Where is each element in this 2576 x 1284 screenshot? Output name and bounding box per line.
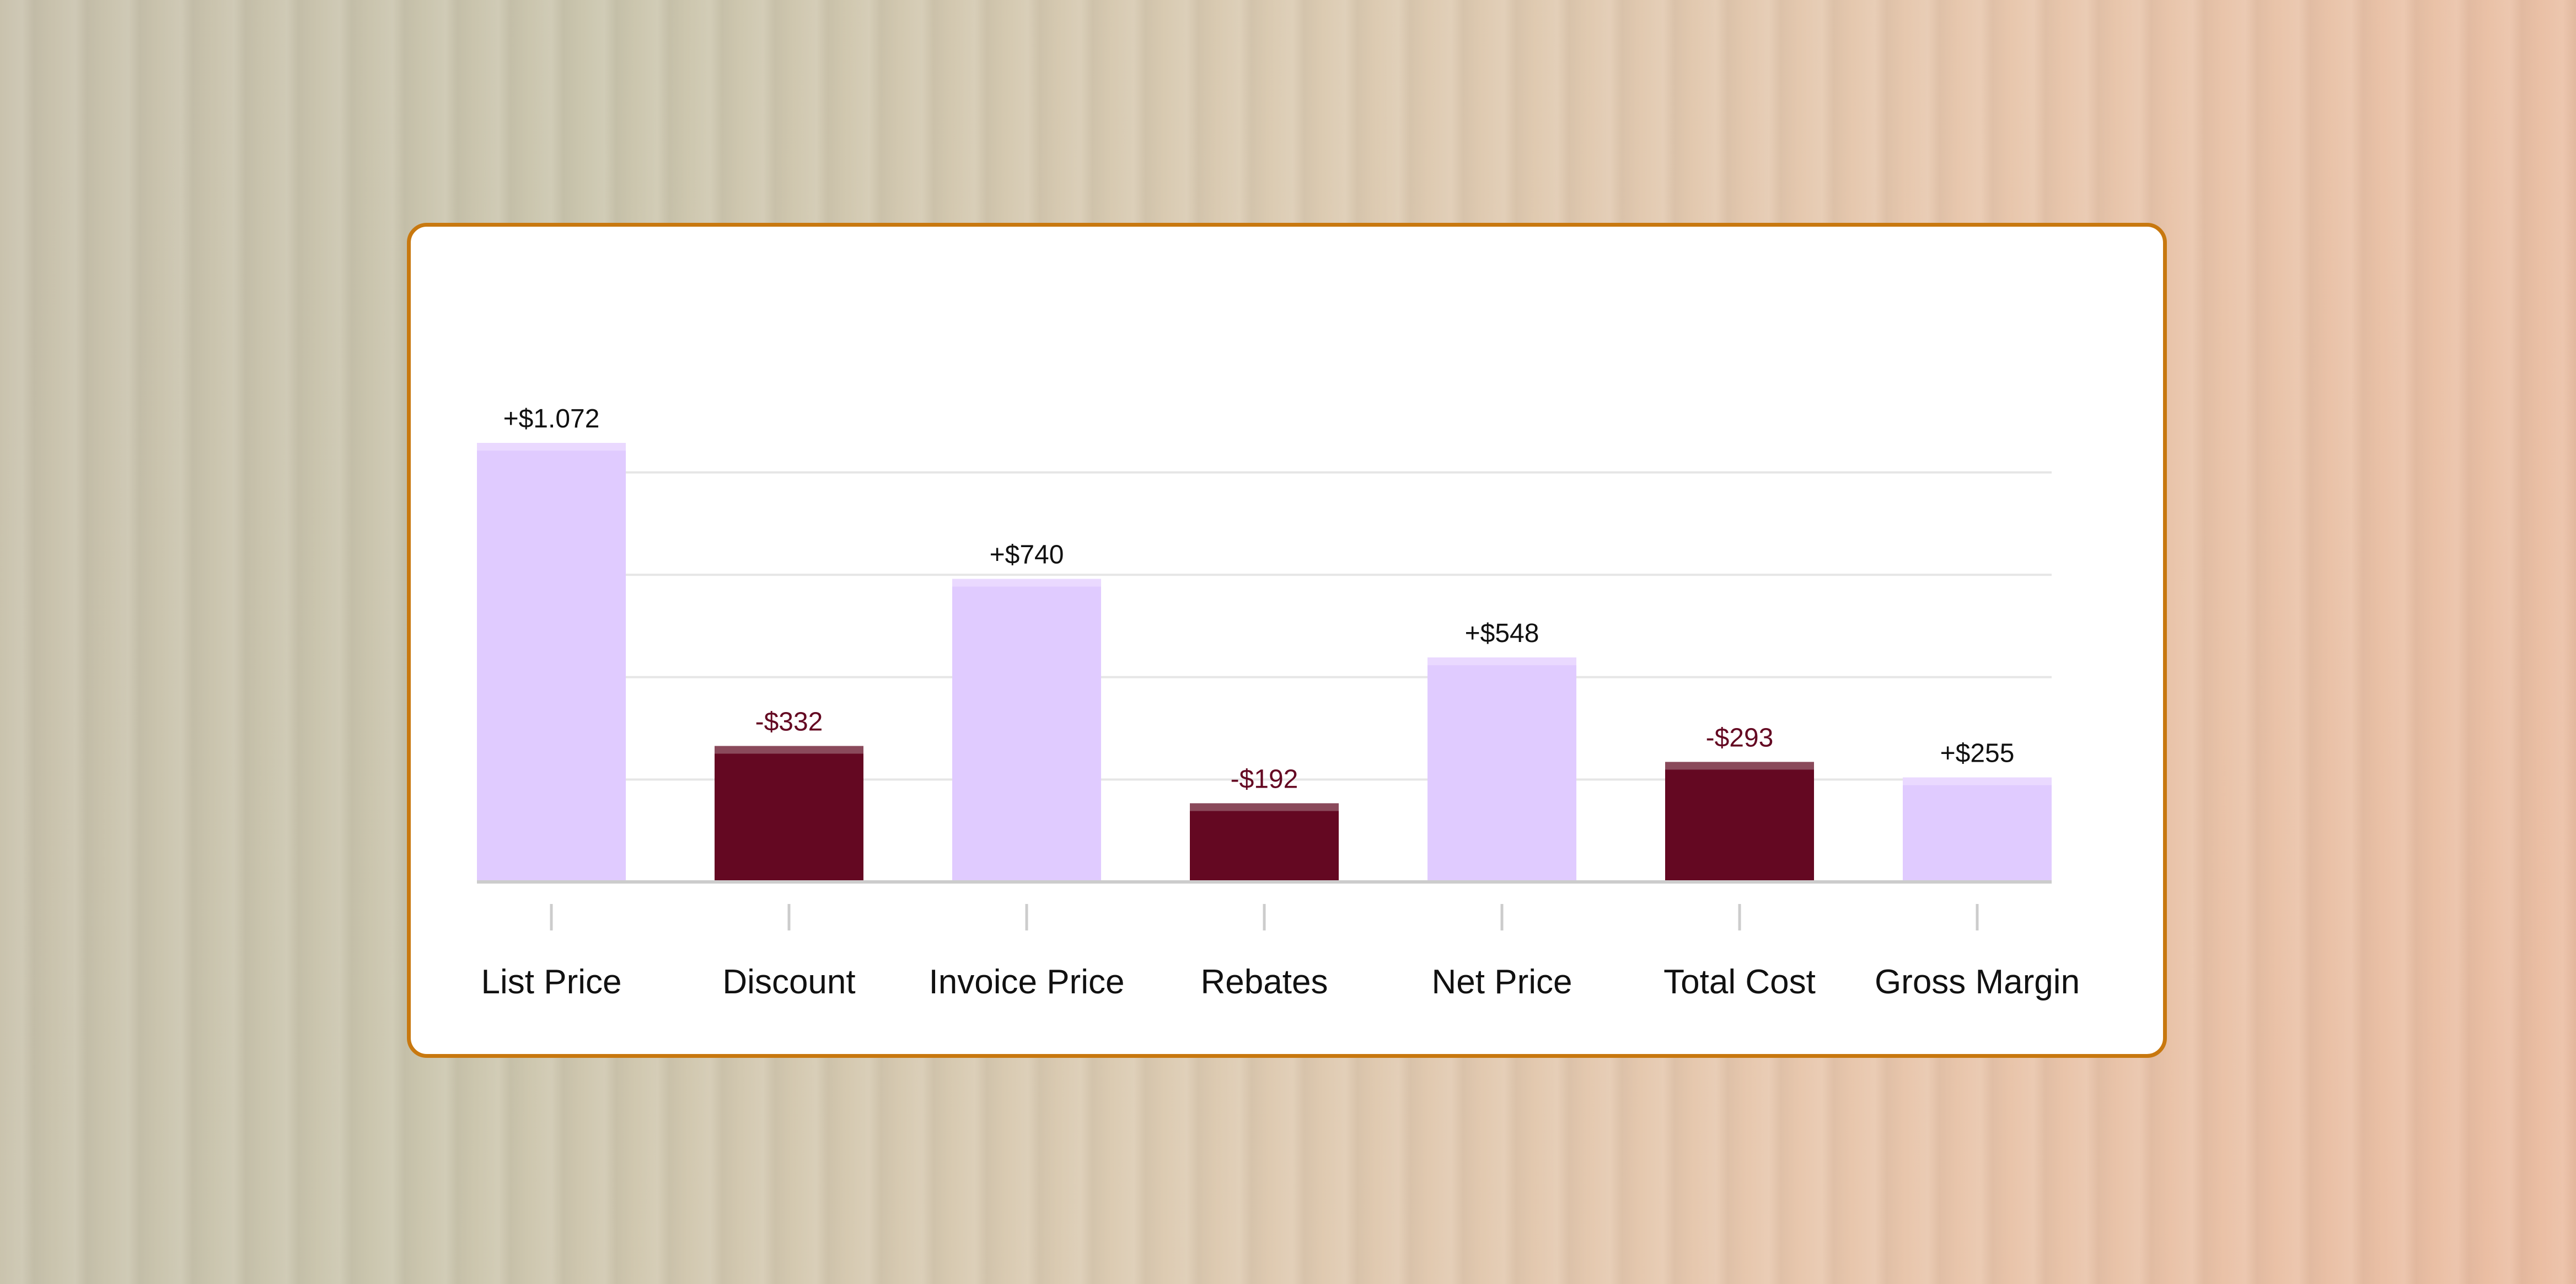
data-label: -$293 — [1706, 723, 1774, 752]
bar-cap — [1190, 803, 1339, 811]
data-label: +$255 — [1940, 739, 2015, 768]
x-ticks — [550, 904, 1979, 930]
bar-gross-margin — [1903, 777, 2052, 882]
x-tick-label: List Price — [481, 963, 622, 1001]
x-tick-label: Gross Margin — [1875, 963, 2080, 1001]
bar-total-cost — [1665, 762, 1814, 882]
data-label: +$740 — [990, 541, 1064, 570]
bar-cap — [1665, 762, 1814, 770]
bar-invoice-price — [952, 579, 1101, 882]
x-tick-label: Discount — [722, 963, 855, 1001]
bar-net-price — [1427, 657, 1576, 882]
x-tick-label: Invoice Price — [929, 963, 1125, 1001]
waterfall-bar-chart: +$1.072 -$332 +$740 -$192 +$548 -$293 +$255 Li… — [477, 404, 2080, 1001]
value-labels: +$1.072 -$332 +$740 -$192 +$548 -$293 +$255 — [503, 404, 2015, 794]
bar-cap — [952, 579, 1101, 587]
bar-cap — [1903, 777, 2052, 785]
x-tick-label: Net Price — [1432, 963, 1573, 1001]
data-label: +$548 — [1465, 619, 1539, 648]
bar-rebates — [1190, 803, 1339, 882]
gridlines — [477, 471, 2052, 781]
bar-discount — [715, 746, 863, 882]
bar-cap — [477, 443, 626, 451]
category-labels: List Price Discount Invoice Price Rebates Ne… — [481, 963, 2080, 1001]
bar-list-price — [477, 443, 626, 882]
data-label: -$332 — [755, 707, 823, 736]
bar-cap — [1427, 657, 1576, 666]
chart-card: +$1.072 -$332 +$740 -$192 +$548 -$293 +$255 Li… — [407, 223, 2167, 1058]
x-tick-label: Total Cost — [1663, 963, 1816, 1001]
bars — [477, 443, 2052, 882]
x-tick-label: Rebates — [1201, 963, 1328, 1001]
bar-cap — [715, 746, 863, 754]
data-label: -$192 — [1231, 764, 1298, 794]
data-label: +$1.072 — [503, 404, 600, 434]
